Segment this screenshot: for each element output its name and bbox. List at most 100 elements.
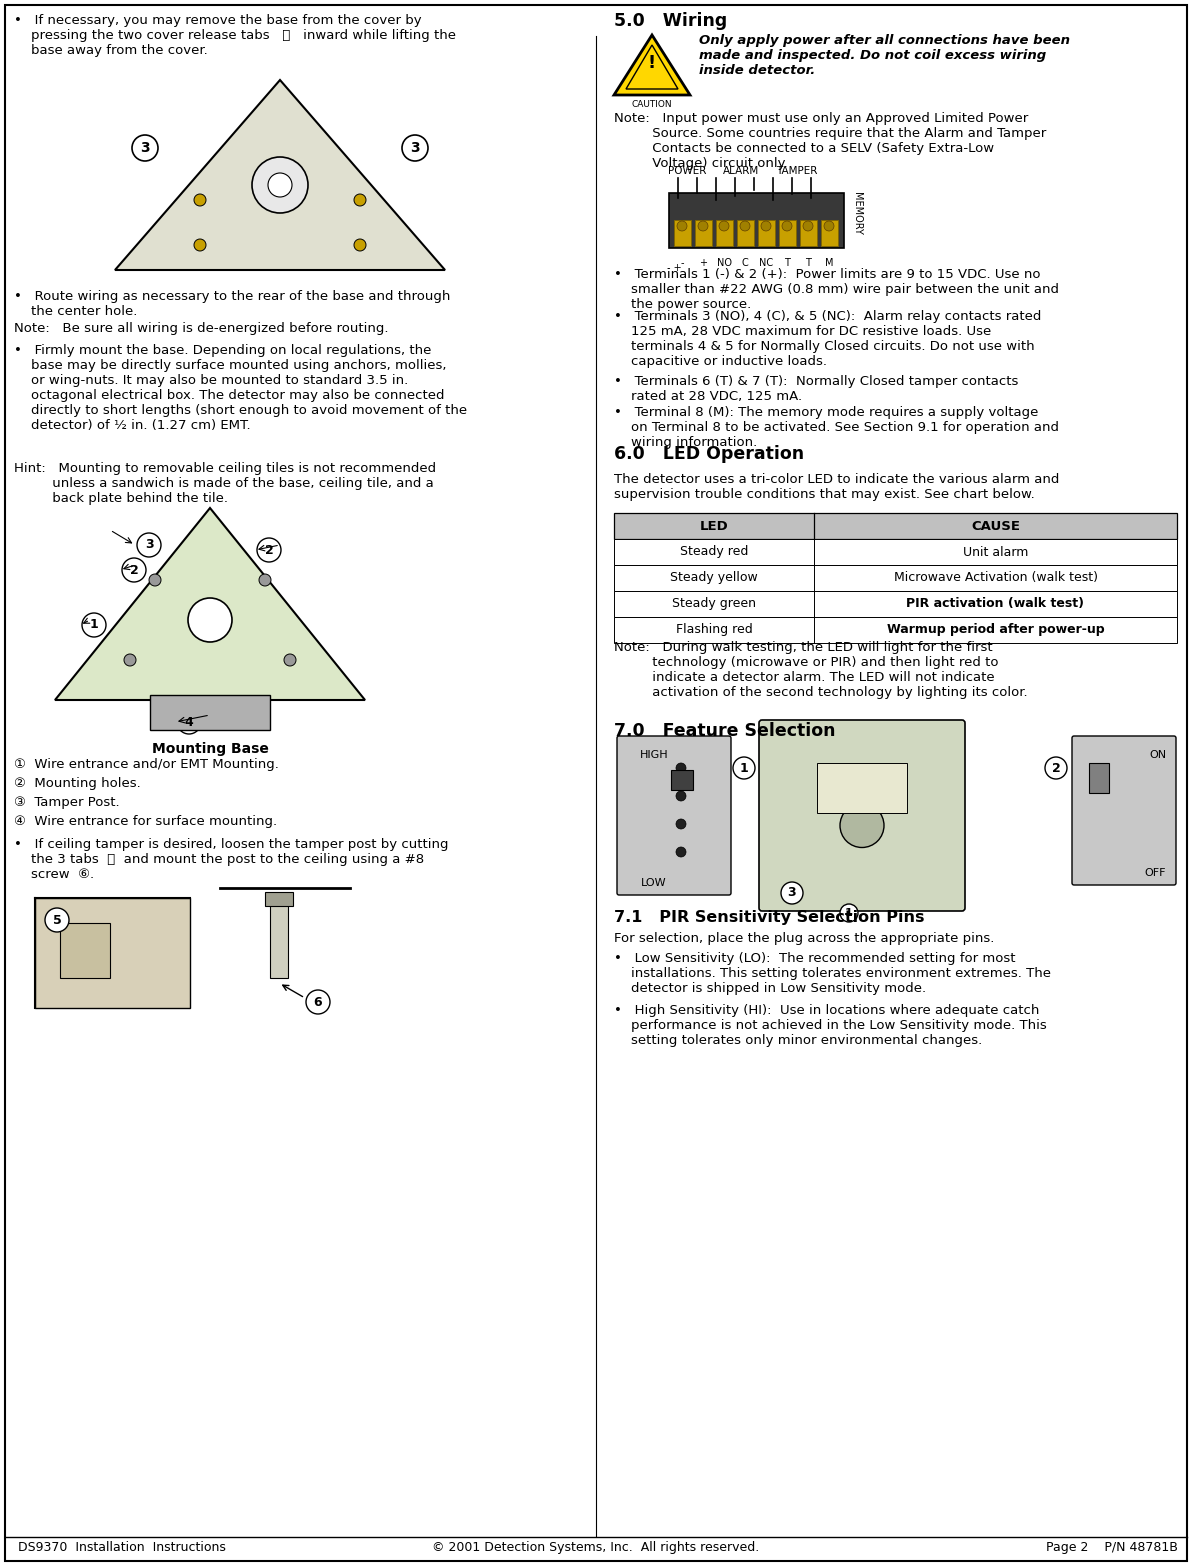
Text: T: T [805, 258, 811, 268]
Circle shape [1045, 756, 1067, 778]
Circle shape [194, 194, 206, 207]
Text: 1: 1 [739, 761, 749, 775]
Text: The detector uses a tri-color LED to indicate the various alarm and
supervision : The detector uses a tri-color LED to ind… [614, 473, 1060, 501]
Circle shape [402, 135, 428, 161]
Text: T: T [784, 258, 790, 268]
Text: •   Terminals 3 (NO), 4 (C), & 5 (NC):  Alarm relay contacts rated
    125 mA, 2: • Terminals 3 (NO), 4 (C), & 5 (NC): Ala… [614, 310, 1042, 368]
Circle shape [252, 157, 308, 213]
Text: Warmup period after power-up: Warmup period after power-up [887, 623, 1104, 636]
Text: CAUTION: CAUTION [632, 100, 672, 110]
Circle shape [840, 904, 858, 922]
Text: 3: 3 [788, 886, 796, 899]
Bar [716, 219, 733, 246]
Text: POWER: POWER [668, 166, 706, 175]
Text: •   Terminals 1 (-) & 2 (+):  Power limits are 9 to 15 VDC. Use no
    smaller t: • Terminals 1 (-) & 2 (+): Power limits … [614, 268, 1058, 312]
Text: 7.0   Feature Selection: 7.0 Feature Selection [614, 722, 836, 741]
Circle shape [824, 221, 834, 232]
Polygon shape [614, 34, 690, 96]
Text: •   Route wiring as necessary to the rear of the base and through
    the center: • Route wiring as necessary to the rear … [14, 290, 451, 318]
Text: 3: 3 [141, 141, 150, 155]
Circle shape [676, 791, 687, 800]
Text: ①  Wire entrance and/or EMT Mounting.: ① Wire entrance and/or EMT Mounting. [14, 758, 279, 770]
Text: HIGH: HIGH [640, 750, 669, 760]
Circle shape [781, 882, 803, 904]
Text: 4: 4 [185, 716, 193, 728]
Text: © 2001 Detection Systems, Inc.  All rights reserved.: © 2001 Detection Systems, Inc. All right… [433, 1541, 759, 1553]
Text: Steady red: Steady red [679, 545, 749, 559]
Circle shape [45, 908, 69, 932]
Circle shape [268, 172, 292, 197]
Circle shape [354, 240, 366, 251]
Text: 2: 2 [1051, 761, 1061, 775]
Text: ②  Mounting holes.: ② Mounting holes. [14, 777, 141, 789]
Bar [671, 770, 693, 789]
Circle shape [676, 819, 687, 828]
Bar [614, 590, 1177, 617]
Circle shape [676, 763, 687, 774]
Bar [780, 219, 796, 246]
Circle shape [676, 847, 687, 857]
Text: 6: 6 [313, 996, 322, 1009]
Bar [758, 219, 775, 246]
Text: NO: NO [716, 258, 732, 268]
Text: Flashing red: Flashing red [676, 623, 752, 636]
Polygon shape [114, 80, 445, 269]
Bar [614, 539, 1177, 565]
Text: Note:   Be sure all wiring is de-energized before routing.: Note: Be sure all wiring is de-energized… [14, 323, 389, 335]
Text: 1: 1 [89, 619, 99, 631]
Text: •   Terminal 8 (M): The memory mode requires a supply voltage
    on Terminal 8 : • Terminal 8 (M): The memory mode requir… [614, 406, 1058, 449]
Text: 5.0   Wiring: 5.0 Wiring [614, 13, 727, 30]
Text: •   If necessary, you may remove the base from the cover by
    pressing the two: • If necessary, you may remove the base … [14, 14, 457, 56]
Circle shape [137, 532, 161, 557]
Polygon shape [150, 695, 271, 730]
Text: C: C [741, 258, 749, 268]
Text: For selection, place the plug across the appropriate pins.: For selection, place the plug across the… [614, 932, 994, 944]
Text: 2: 2 [130, 564, 138, 576]
Text: DS9370  Installation  Instructions: DS9370 Installation Instructions [18, 1541, 225, 1553]
Text: Only apply power after all connections have been
made and inspected. Do not coil: Only apply power after all connections h… [699, 34, 1070, 77]
Text: Microwave Activation (walk test): Microwave Activation (walk test) [894, 572, 1098, 584]
Text: •   Firmly mount the base. Depending on local regulations, the
    base may be d: • Firmly mount the base. Depending on lo… [14, 345, 467, 432]
Text: Hint:   Mounting to removable ceiling tiles is not recommended
         unless a: Hint: Mounting to removable ceiling tile… [14, 462, 436, 504]
Bar [673, 219, 691, 246]
Circle shape [149, 575, 161, 586]
Text: 7.1   PIR Sensitivity Selection Pins: 7.1 PIR Sensitivity Selection Pins [614, 910, 925, 926]
Circle shape [840, 803, 884, 847]
Circle shape [257, 539, 281, 562]
Text: •   Terminals 6 (T) & 7 (T):  Normally Closed tamper contacts
    rated at 28 VD: • Terminals 6 (T) & 7 (T): Normally Clos… [614, 374, 1018, 402]
Text: •   If ceiling tamper is desired, loosen the tamper post by cutting
    the 3 ta: • If ceiling tamper is desired, loosen t… [14, 838, 448, 882]
Bar [271, 904, 288, 979]
Text: CAUSE: CAUSE [971, 520, 1020, 532]
Text: PIR activation (walk test): PIR activation (walk test) [906, 598, 1085, 611]
FancyBboxPatch shape [617, 736, 731, 896]
Text: Note:   During walk testing, the LED will light for the first
         technolog: Note: During walk testing, the LED will … [614, 640, 1028, 698]
Text: Steady yellow: Steady yellow [670, 572, 758, 584]
Text: LED: LED [700, 520, 728, 532]
Circle shape [194, 240, 206, 251]
Bar [800, 219, 817, 246]
Polygon shape [55, 507, 365, 700]
Text: Mounting Base: Mounting Base [151, 742, 268, 756]
Bar [614, 565, 1177, 590]
Circle shape [733, 756, 755, 778]
Bar [695, 219, 712, 246]
Text: MEMORY: MEMORY [852, 191, 862, 235]
Text: Page 2    P/N 48781B: Page 2 P/N 48781B [1047, 1541, 1178, 1553]
Circle shape [132, 135, 159, 161]
Circle shape [124, 655, 136, 666]
Circle shape [677, 221, 687, 232]
Bar [614, 514, 1177, 539]
Text: 6.0   LED Operation: 6.0 LED Operation [614, 445, 805, 464]
Bar [669, 193, 844, 247]
Text: 2: 2 [265, 543, 273, 556]
Text: +: + [699, 258, 707, 268]
Text: ALARM: ALARM [722, 166, 759, 175]
Polygon shape [626, 45, 678, 89]
Text: 3: 3 [144, 539, 154, 551]
Text: 5: 5 [52, 913, 61, 927]
Circle shape [306, 990, 330, 1015]
Text: •   Low Sensitivity (LO):  The recommended setting for most
    installations. T: • Low Sensitivity (LO): The recommended … [614, 952, 1051, 994]
Circle shape [354, 194, 366, 207]
Text: OFF: OFF [1144, 868, 1166, 879]
Circle shape [740, 221, 750, 232]
